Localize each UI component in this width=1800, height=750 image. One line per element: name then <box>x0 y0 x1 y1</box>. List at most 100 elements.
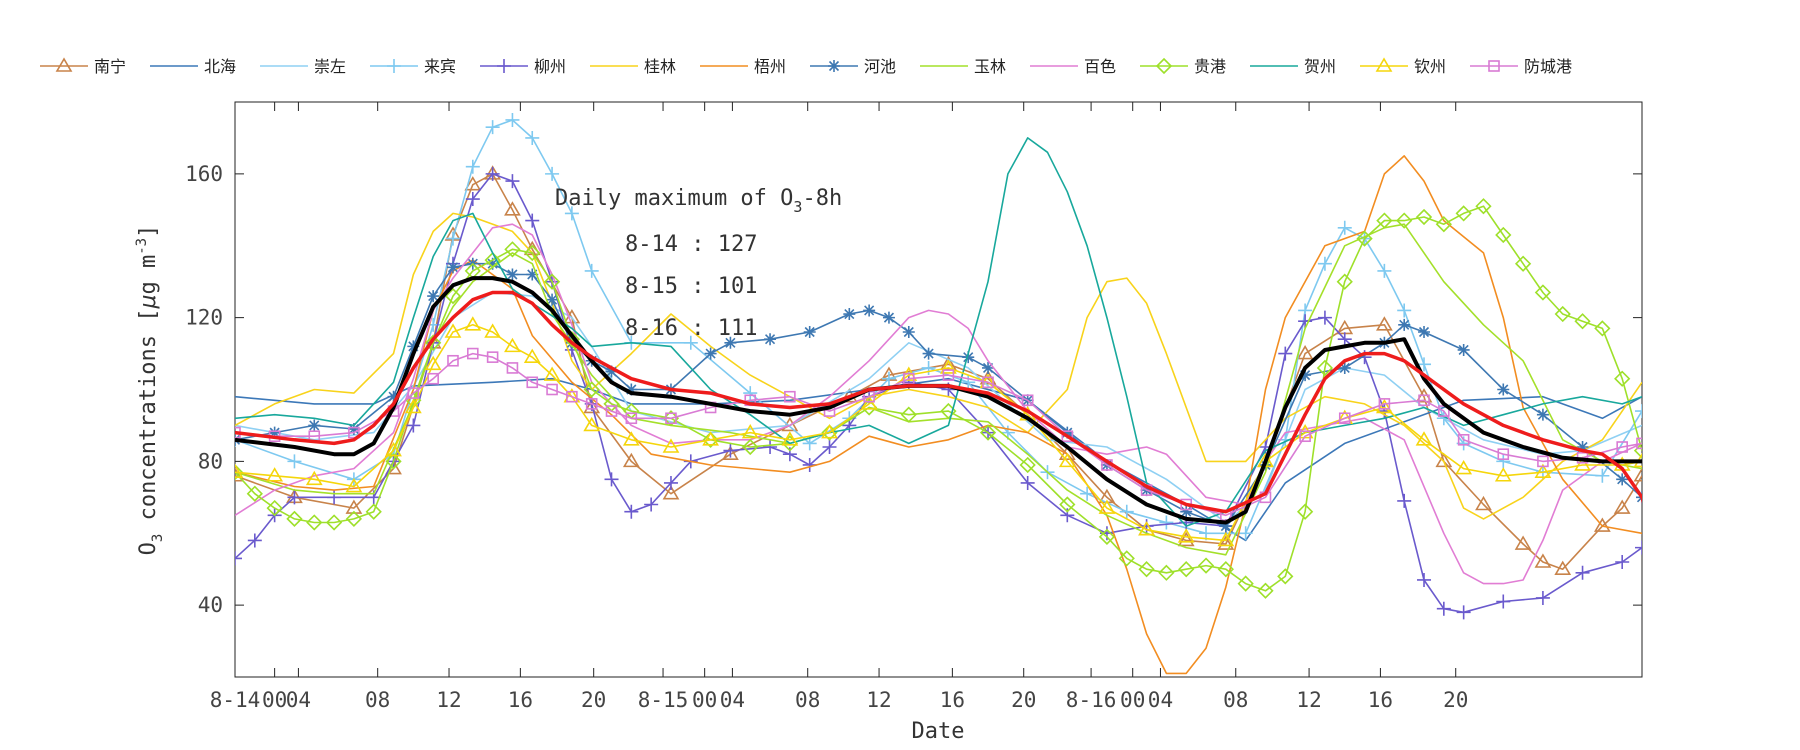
plus-marker <box>1020 475 1035 490</box>
series-line <box>235 205 1642 592</box>
plus-marker <box>1377 263 1392 278</box>
square-marker <box>863 390 875 403</box>
x-tick-label: 00 <box>262 688 287 712</box>
plus-marker <box>327 490 342 505</box>
triangle-marker <box>1494 467 1512 482</box>
plus-marker <box>545 166 560 181</box>
star-marker <box>347 423 360 436</box>
plus-marker <box>1238 526 1253 541</box>
triangle-marker <box>424 355 442 371</box>
legend-item: 梧州 <box>700 57 786 76</box>
diamond-marker <box>1019 456 1036 474</box>
annotation-title: Daily maximum of O3-8h <box>555 186 842 216</box>
plus-marker <box>387 59 401 73</box>
plus-marker <box>743 386 758 401</box>
y-tick-label: 160 <box>185 162 223 186</box>
plus-marker <box>1298 314 1313 329</box>
triangle-marker <box>702 431 719 446</box>
star-marker <box>724 336 737 349</box>
diamond-marker <box>1534 284 1552 301</box>
triangle-marker <box>1415 431 1433 446</box>
triangle-marker <box>1177 528 1195 543</box>
diamond-marker <box>1178 561 1195 578</box>
diamond-marker <box>900 406 917 423</box>
square-marker <box>942 369 955 381</box>
plus-marker <box>1317 256 1332 271</box>
diamond-marker <box>306 514 323 531</box>
star-marker <box>882 311 895 324</box>
square-marker <box>486 351 499 363</box>
triangle-marker <box>860 395 878 410</box>
x-tick-label: 16 <box>940 688 965 712</box>
plus-marker <box>604 472 619 487</box>
x-tick-label: 12 <box>1296 688 1321 712</box>
star-marker <box>506 268 519 281</box>
star-marker <box>625 383 638 396</box>
series-1 <box>235 377 1642 542</box>
diamond-marker <box>1455 205 1472 222</box>
star-marker <box>1576 441 1589 453</box>
diamond-marker <box>1376 212 1393 229</box>
series-line <box>235 137 1642 527</box>
square-marker <box>1418 394 1430 407</box>
diamond-marker <box>1296 503 1314 520</box>
diamond-marker <box>1217 561 1234 578</box>
square-marker <box>407 387 420 399</box>
series-2 <box>235 291 1642 524</box>
triangle-marker <box>1098 499 1116 514</box>
square-marker <box>526 376 539 389</box>
triangle-marker <box>345 477 363 493</box>
square-marker <box>902 372 915 385</box>
legend-item: 钦州 <box>1360 57 1446 76</box>
diamond-marker <box>504 241 521 258</box>
series-9 <box>235 223 1642 585</box>
diamond-marker <box>385 453 402 470</box>
diamond-marker <box>235 464 244 481</box>
diamond-marker <box>246 485 263 502</box>
x-tick-label: 08 <box>795 688 820 712</box>
plot-frame <box>234 101 1643 678</box>
diamond-marker <box>1396 212 1413 229</box>
plus-marker <box>485 166 500 181</box>
triangle-marker <box>1217 535 1235 550</box>
triangle-marker <box>1633 467 1642 482</box>
diamond-marker <box>1614 370 1631 387</box>
square-marker <box>625 412 638 425</box>
legend-label: 防城港 <box>1524 57 1572 76</box>
plus-marker <box>485 120 500 135</box>
legend-item: 防城港 <box>1470 57 1572 76</box>
plus-marker <box>1535 590 1550 605</box>
series-line <box>235 212 1642 520</box>
plus-marker <box>584 263 599 278</box>
x-tick-label: 08 <box>1223 688 1248 712</box>
plus-marker <box>1417 572 1432 587</box>
plus-marker <box>1159 515 1174 530</box>
star-marker <box>407 340 420 353</box>
diamond-marker <box>286 510 303 528</box>
triangle-marker <box>1375 57 1393 72</box>
star-marker <box>268 426 281 439</box>
square-marker <box>585 398 598 410</box>
plus-marker <box>525 130 540 145</box>
star-marker <box>308 419 321 432</box>
series-11 <box>235 137 1642 527</box>
star-marker <box>1398 318 1411 331</box>
plus-marker <box>763 440 778 454</box>
triangle-marker <box>622 431 640 446</box>
star-marker <box>863 304 876 317</box>
square-marker <box>1488 60 1500 72</box>
star-marker <box>1457 343 1470 356</box>
diamond-marker <box>484 251 501 269</box>
plus-marker <box>445 231 460 246</box>
diamond-marker <box>1336 273 1353 290</box>
plus-marker <box>1080 486 1095 501</box>
x-tick-label: 20 <box>1011 688 1036 712</box>
plus-marker <box>287 454 302 469</box>
diamond-marker <box>425 334 442 351</box>
diamond-marker <box>1257 582 1274 599</box>
legend-item: 柳州 <box>480 57 566 76</box>
plus-marker <box>1496 454 1511 469</box>
plus-marker <box>1635 404 1642 419</box>
legend-label: 北海 <box>204 57 236 76</box>
